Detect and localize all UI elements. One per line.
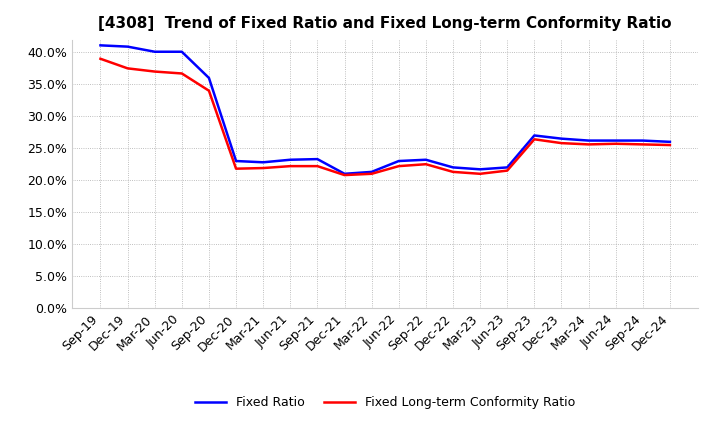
Line: Fixed Long-term Conformity Ratio: Fixed Long-term Conformity Ratio xyxy=(101,59,670,175)
Fixed Ratio xyxy=(476,167,485,172)
Fixed Long-term Conformity Ratio xyxy=(178,71,186,76)
Fixed Long-term Conformity Ratio xyxy=(449,169,457,175)
Title: [4308]  Trend of Fixed Ratio and Fixed Long-term Conformity Ratio: [4308] Trend of Fixed Ratio and Fixed Lo… xyxy=(99,16,672,32)
Fixed Ratio xyxy=(204,75,213,81)
Fixed Long-term Conformity Ratio xyxy=(476,171,485,176)
Fixed Long-term Conformity Ratio xyxy=(639,142,647,147)
Legend: Fixed Ratio, Fixed Long-term Conformity Ratio: Fixed Ratio, Fixed Long-term Conformity … xyxy=(190,392,580,414)
Fixed Long-term Conformity Ratio xyxy=(259,165,268,171)
Fixed Long-term Conformity Ratio xyxy=(503,168,511,173)
Fixed Ratio xyxy=(150,49,159,55)
Fixed Long-term Conformity Ratio xyxy=(530,137,539,142)
Fixed Ratio xyxy=(639,138,647,143)
Fixed Long-term Conformity Ratio xyxy=(204,88,213,93)
Fixed Ratio xyxy=(611,138,620,143)
Fixed Ratio xyxy=(665,139,674,144)
Line: Fixed Ratio: Fixed Ratio xyxy=(101,45,670,174)
Fixed Ratio xyxy=(421,157,430,162)
Fixed Ratio xyxy=(530,133,539,138)
Fixed Long-term Conformity Ratio xyxy=(286,164,294,169)
Fixed Long-term Conformity Ratio xyxy=(123,66,132,71)
Fixed Ratio xyxy=(341,171,349,176)
Fixed Ratio xyxy=(313,157,322,162)
Fixed Long-term Conformity Ratio xyxy=(96,56,105,62)
Fixed Long-term Conformity Ratio xyxy=(313,164,322,169)
Fixed Ratio xyxy=(449,165,457,170)
Fixed Long-term Conformity Ratio xyxy=(395,164,403,169)
Fixed Ratio xyxy=(367,169,376,175)
Fixed Ratio xyxy=(286,157,294,162)
Fixed Long-term Conformity Ratio xyxy=(421,161,430,167)
Fixed Ratio xyxy=(123,44,132,49)
Fixed Ratio xyxy=(395,158,403,164)
Fixed Long-term Conformity Ratio xyxy=(232,166,240,171)
Fixed Ratio xyxy=(178,49,186,55)
Fixed Long-term Conformity Ratio xyxy=(341,172,349,178)
Fixed Long-term Conformity Ratio xyxy=(665,143,674,148)
Fixed Ratio xyxy=(232,158,240,164)
Fixed Ratio xyxy=(259,160,268,165)
Fixed Long-term Conformity Ratio xyxy=(367,171,376,176)
Fixed Long-term Conformity Ratio xyxy=(557,140,566,146)
Fixed Long-term Conformity Ratio xyxy=(611,141,620,147)
Fixed Ratio xyxy=(557,136,566,141)
Fixed Ratio xyxy=(584,138,593,143)
Fixed Ratio xyxy=(503,165,511,170)
Fixed Long-term Conformity Ratio xyxy=(584,142,593,147)
Fixed Long-term Conformity Ratio xyxy=(150,69,159,74)
Fixed Ratio xyxy=(96,43,105,48)
